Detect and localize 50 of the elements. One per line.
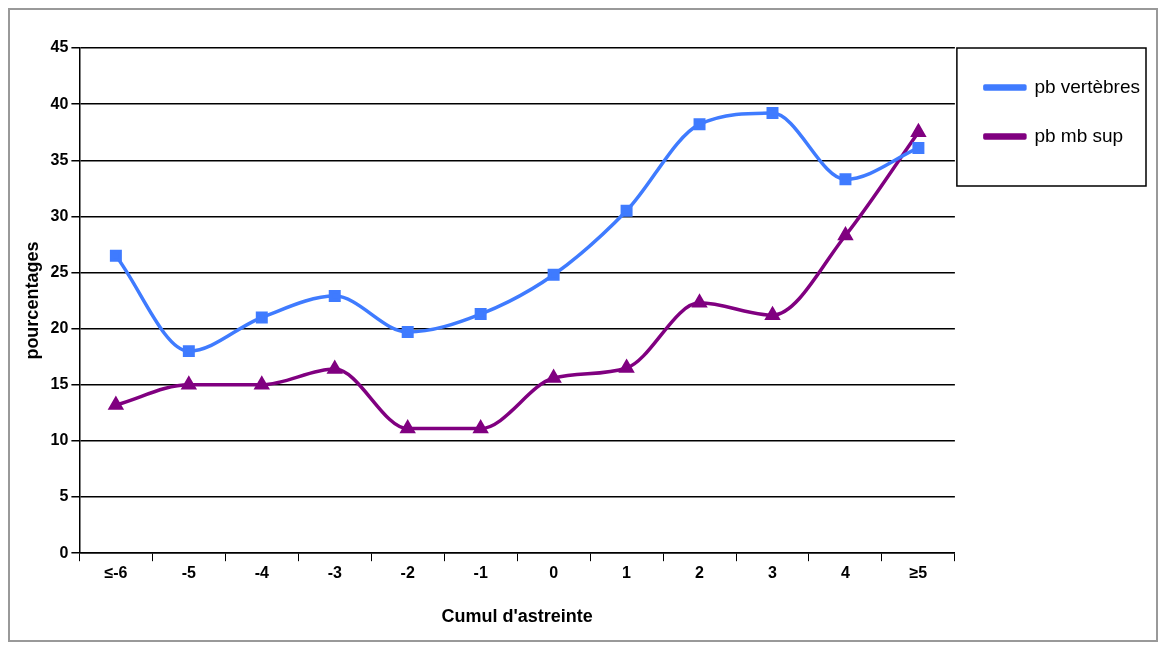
x-tick-label: ≥5 (909, 564, 928, 582)
legend-label: pb vertèbres (1034, 75, 1141, 97)
point (108, 397, 123, 410)
point (619, 360, 634, 373)
y-tick-label: 40 (50, 94, 69, 112)
point (620, 204, 633, 217)
x-tick-label: 1 (622, 564, 632, 582)
y-tick-label: 5 (59, 487, 69, 505)
point (765, 307, 780, 320)
y-tick-label: 0 (59, 543, 69, 561)
point (401, 326, 414, 339)
x-tick-label: 3 (768, 564, 778, 582)
x-tick-label: ≤-6 (104, 564, 128, 582)
point (692, 295, 707, 308)
x-tick-label: -3 (327, 564, 342, 582)
point (327, 361, 342, 374)
point (838, 227, 853, 241)
y-tick-label: 35 (50, 150, 69, 168)
y-tick-label: 10 (50, 431, 69, 449)
point (328, 290, 341, 303)
point (839, 173, 852, 186)
x-tick-label: 2 (695, 564, 705, 582)
x-tick-label: -2 (400, 564, 415, 582)
point (473, 420, 488, 434)
point (181, 377, 196, 390)
y-tick-label: 15 (50, 375, 69, 393)
point (255, 311, 268, 324)
point (254, 377, 269, 390)
point (766, 107, 779, 120)
x-tick-label: -4 (254, 564, 269, 582)
point (693, 118, 706, 131)
x-tick-label: -1 (473, 564, 488, 582)
point (547, 268, 560, 281)
point (474, 308, 487, 321)
legend-label: pb mb sup (1034, 124, 1124, 146)
y-tick-label: 25 (50, 262, 69, 280)
point (109, 249, 122, 262)
x-tick-label: 0 (549, 564, 559, 582)
y-axis-title: pourcentages (21, 241, 42, 360)
x-tick-label: 4 (841, 564, 850, 582)
y-tick-label: 30 (50, 206, 69, 224)
x-tick-label: -5 (181, 564, 197, 582)
point (912, 141, 925, 154)
x-axis-title: Cumul d'astreinte (441, 606, 593, 627)
point (400, 420, 415, 434)
y-tick-label: 20 (50, 319, 69, 337)
point (546, 370, 561, 383)
point (911, 124, 926, 137)
point (182, 345, 195, 358)
y-tick-label: 45 (50, 38, 69, 56)
